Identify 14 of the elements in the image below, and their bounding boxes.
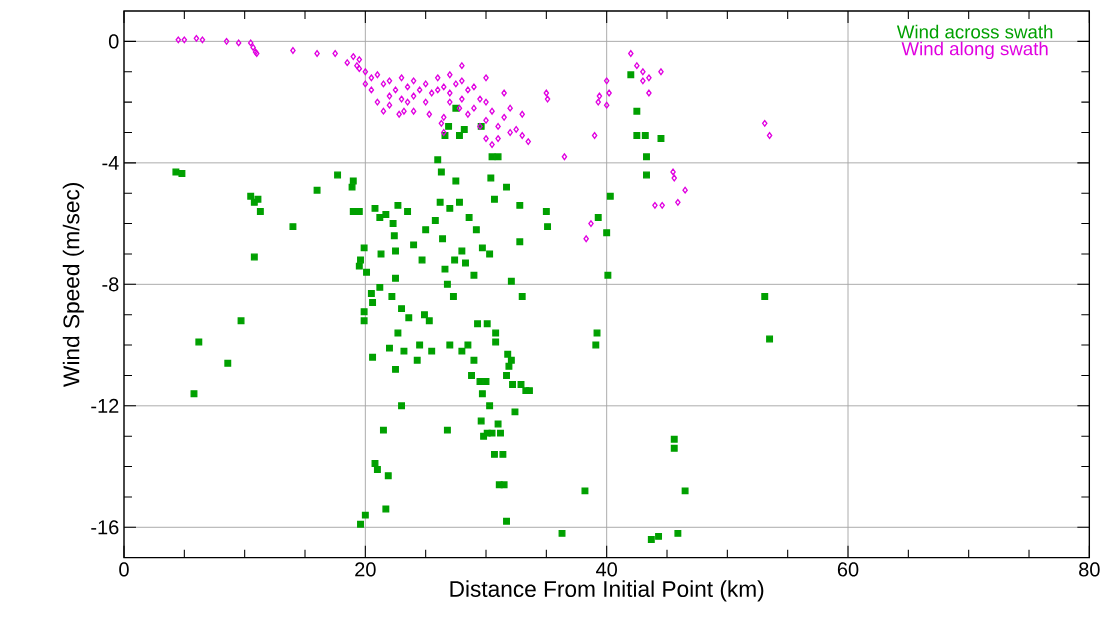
y-tick-label: -4 (102, 155, 119, 170)
y-tick-label: -8 (102, 277, 119, 292)
x-tick-label: 80 (1079, 562, 1100, 577)
x-tick-label: 0 (119, 562, 129, 577)
y-tick-label: 0 (108, 34, 119, 49)
y-axis-title: Wind Speed (m/sec) (62, 183, 84, 387)
x-tick-label: 20 (355, 562, 376, 577)
x-tick-label: 60 (837, 562, 859, 577)
text: Wind across swath (896, 24, 1053, 39)
x-tick-label: 40 (596, 562, 617, 577)
x-axis-title: Distance From Initial Point (km) (450, 580, 764, 602)
text: Wind along swath (901, 41, 1048, 60)
y-tick-label: -16 (91, 520, 119, 535)
y-tick-label: -12 (91, 398, 119, 413)
